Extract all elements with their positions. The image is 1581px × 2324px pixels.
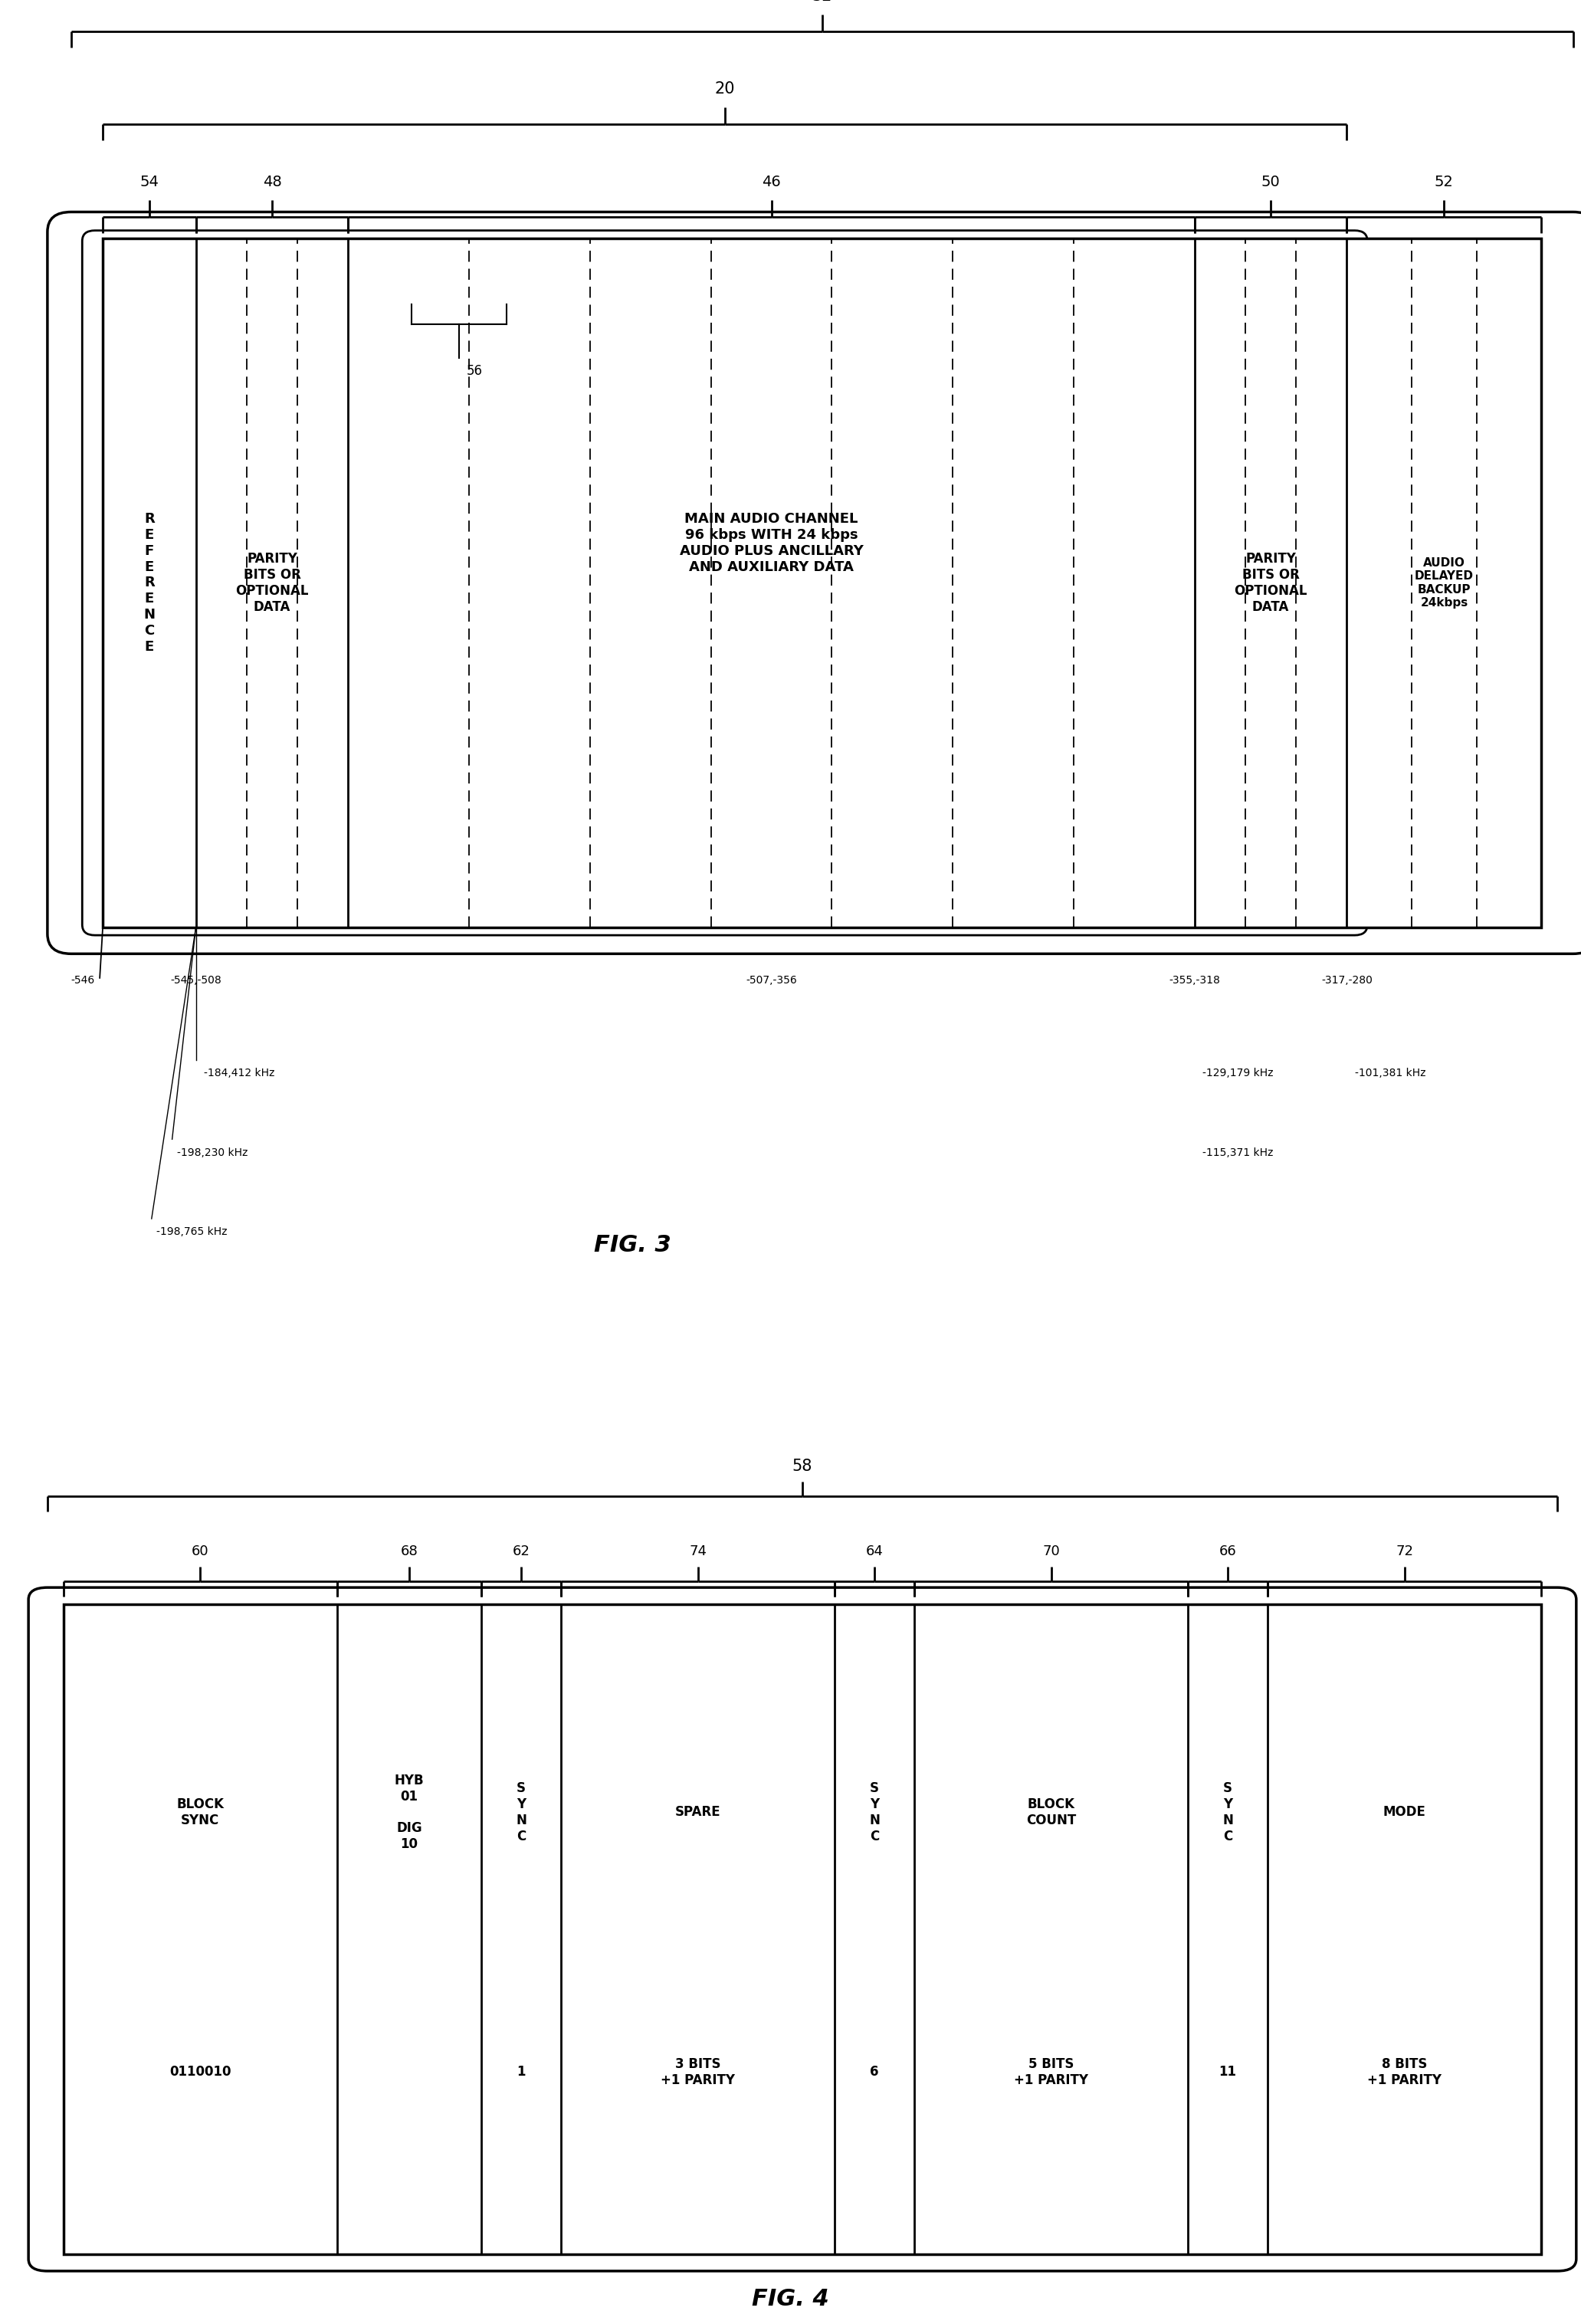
Text: -507,-356: -507,-356 xyxy=(746,974,797,985)
Text: MODE: MODE xyxy=(1383,1806,1426,1820)
Text: AUDIO
DELAYED
BACKUP
24kbps: AUDIO DELAYED BACKUP 24kbps xyxy=(1415,558,1473,609)
Text: 11: 11 xyxy=(1219,2066,1236,2080)
Text: 60: 60 xyxy=(191,1545,209,1559)
Text: 1: 1 xyxy=(517,2066,525,2080)
Text: 8 BITS
+1 PARITY: 8 BITS +1 PARITY xyxy=(1368,2057,1442,2087)
Text: 66: 66 xyxy=(1219,1545,1236,1559)
Text: -184,412 kHz: -184,412 kHz xyxy=(204,1067,275,1078)
FancyBboxPatch shape xyxy=(28,1587,1576,2271)
Text: BLOCK
SYNC: BLOCK SYNC xyxy=(177,1796,225,1827)
Bar xyxy=(103,239,1541,927)
Text: -198,765 kHz: -198,765 kHz xyxy=(157,1227,228,1236)
Text: -545,-508: -545,-508 xyxy=(171,974,221,985)
Text: 46: 46 xyxy=(762,174,781,191)
Text: FIG. 3: FIG. 3 xyxy=(594,1234,670,1257)
FancyBboxPatch shape xyxy=(82,230,1368,934)
Text: 48: 48 xyxy=(262,174,281,191)
Text: SPARE: SPARE xyxy=(675,1806,721,1820)
Text: PARITY
BITS OR
OPTIONAL
DATA: PARITY BITS OR OPTIONAL DATA xyxy=(236,553,308,614)
Text: 74: 74 xyxy=(689,1545,707,1559)
Text: -546: -546 xyxy=(71,974,95,985)
Text: 6: 6 xyxy=(870,2066,879,2080)
Text: BLOCK
COUNT: BLOCK COUNT xyxy=(1026,1796,1077,1827)
Text: FIG. 4: FIG. 4 xyxy=(753,2287,828,2310)
Text: PARITY
BITS OR
OPTIONAL
DATA: PARITY BITS OR OPTIONAL DATA xyxy=(1235,553,1307,614)
Text: 68: 68 xyxy=(400,1545,417,1559)
Text: 3 BITS
+1 PARITY: 3 BITS +1 PARITY xyxy=(661,2057,735,2087)
Text: R
E
F
E
R
E
N
C
E: R E F E R E N C E xyxy=(144,511,155,653)
Text: MAIN AUDIO CHANNEL
96 kbps WITH 24 kbps
AUDIO PLUS ANCILLARY
AND AUXILIARY DATA: MAIN AUDIO CHANNEL 96 kbps WITH 24 kbps … xyxy=(680,511,863,574)
Text: 70: 70 xyxy=(1042,1545,1059,1559)
Text: 64: 64 xyxy=(866,1545,884,1559)
Text: 52: 52 xyxy=(1434,174,1453,191)
Text: -129,179 kHz: -129,179 kHz xyxy=(1203,1067,1273,1078)
Text: 0110010: 0110010 xyxy=(169,2066,231,2080)
Text: 50: 50 xyxy=(1262,174,1281,191)
Text: -115,371 kHz: -115,371 kHz xyxy=(1203,1148,1273,1157)
Text: 58: 58 xyxy=(792,1457,813,1473)
Text: HYB
01

DIG
10: HYB 01 DIG 10 xyxy=(395,1773,424,1852)
Text: 5 BITS
+1 PARITY: 5 BITS +1 PARITY xyxy=(1013,2057,1088,2087)
Text: S
Y
N
C: S Y N C xyxy=(870,1783,879,1843)
Text: 32: 32 xyxy=(813,0,832,5)
Text: 20: 20 xyxy=(715,81,735,98)
Text: 72: 72 xyxy=(1396,1545,1413,1559)
Text: -198,230 kHz: -198,230 kHz xyxy=(177,1148,248,1157)
Text: -317,-280: -317,-280 xyxy=(1322,974,1372,985)
Text: 56: 56 xyxy=(466,365,482,379)
Text: S
Y
N
C: S Y N C xyxy=(1222,1783,1233,1843)
Bar xyxy=(63,1604,1541,2254)
Text: S
Y
N
C: S Y N C xyxy=(515,1783,526,1843)
Text: -101,381 kHz: -101,381 kHz xyxy=(1355,1067,1426,1078)
Text: 62: 62 xyxy=(512,1545,530,1559)
Text: -355,-318: -355,-318 xyxy=(1168,974,1221,985)
Text: 54: 54 xyxy=(139,174,158,191)
FancyBboxPatch shape xyxy=(47,211,1581,953)
